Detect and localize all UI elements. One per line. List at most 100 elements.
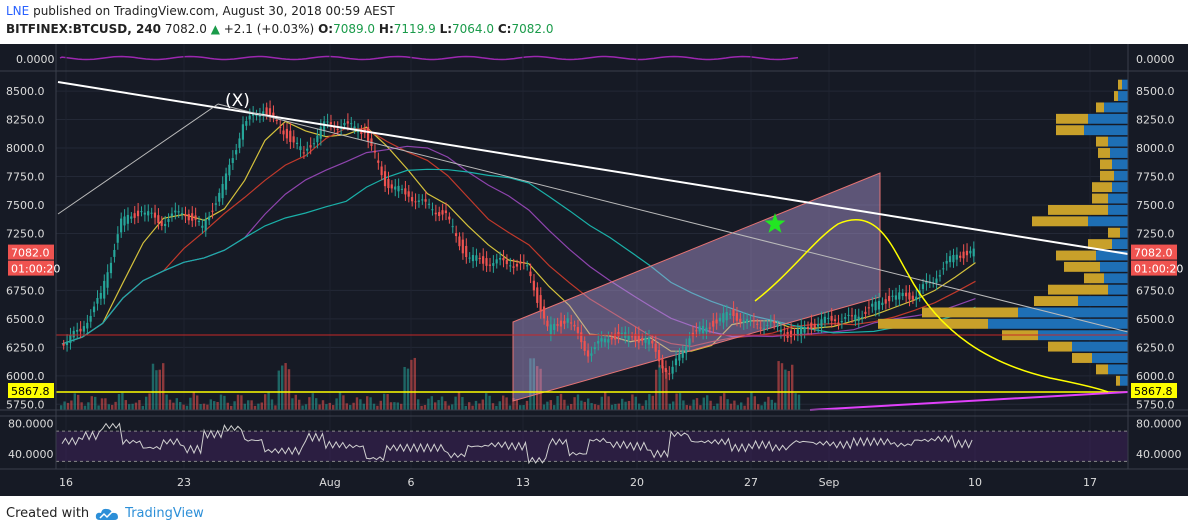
- ma-mid-line: [61, 127, 976, 348]
- volume-bar: [600, 396, 603, 410]
- volume-bar: [587, 398, 590, 410]
- volume-bar: [107, 404, 110, 410]
- candle-body: [454, 233, 458, 237]
- candle-body: [471, 255, 475, 262]
- y-tick-label-left: 7500.0: [6, 199, 45, 212]
- volume-bar: [192, 392, 195, 410]
- moving-averages: [61, 120, 976, 352]
- candle-body: [96, 298, 99, 304]
- candle-body: [140, 211, 143, 213]
- last-price-tag: 7082.0: [11, 247, 50, 260]
- volume-bar: [672, 401, 675, 410]
- volume-bar: [189, 397, 192, 410]
- candle-body: [279, 126, 282, 128]
- volume-bar: [199, 404, 202, 410]
- volume-bar: [583, 401, 586, 410]
- volume-bar: [270, 399, 274, 410]
- volume-bar: [529, 358, 532, 410]
- candle-body: [184, 214, 187, 217]
- candle-body: [177, 211, 180, 213]
- chart-canvas[interactable]: 0.0000 0.0000 80.0000 80.0000 40.0000 40.000…: [0, 44, 1188, 496]
- volume-bar: [736, 405, 739, 410]
- candle-body: [306, 148, 309, 151]
- candle-body: [207, 216, 211, 221]
- volume-bar: [627, 400, 631, 410]
- profile-sell-bar: [1064, 261, 1100, 272]
- y-tick-label-left: 8000.0: [6, 142, 45, 155]
- candle-body: [465, 245, 468, 258]
- candle-body: [505, 260, 508, 265]
- candle-body: [458, 236, 461, 247]
- y-tick-label-right: 6750.0: [1136, 284, 1175, 297]
- candle-body: [502, 257, 505, 261]
- candle-body: [810, 322, 813, 329]
- candle-body: [685, 346, 688, 354]
- profile-buy-bar: [1100, 261, 1128, 272]
- price-change: +2.1 (+0.03%): [223, 22, 315, 36]
- tradingview-link[interactable]: TradingView: [95, 506, 204, 521]
- profile-sell-bar: [1116, 375, 1120, 386]
- candle-body: [708, 327, 711, 329]
- candle-body: [908, 292, 911, 300]
- volume-bar: [797, 394, 801, 410]
- profile-sell-bar: [1096, 364, 1108, 375]
- candle-body: [434, 212, 437, 215]
- candle-body: [559, 320, 563, 327]
- candles[interactable]: [62, 100, 975, 381]
- volume-bar: [226, 402, 229, 410]
- volume-bar: [498, 401, 501, 410]
- volume-bar: [604, 392, 607, 410]
- profile-buy-bar: [1092, 353, 1128, 363]
- candle-body: [394, 186, 397, 190]
- candle-body: [492, 263, 495, 266]
- volume-bar: [753, 396, 756, 410]
- volume-bar: [236, 394, 240, 410]
- candle-body: [468, 257, 471, 259]
- profile-buy-bar: [1122, 79, 1128, 90]
- candle-body: [532, 280, 535, 291]
- publish-line: LNE published on TradingView.com, August…: [6, 4, 395, 18]
- candle-body: [600, 338, 603, 342]
- candle-body: [756, 323, 759, 325]
- candle-body: [180, 213, 184, 215]
- volume-bar: [206, 404, 209, 410]
- volume-bar: [179, 402, 182, 410]
- x-tick-label: 10: [968, 476, 982, 489]
- rising-trendline: [57, 103, 219, 215]
- candle-body: [597, 340, 600, 344]
- volume-bar: [230, 405, 233, 410]
- candle-body: [221, 183, 224, 199]
- profile-buy-bar: [1108, 136, 1128, 147]
- y-tick-label-left: 7250.0: [6, 227, 45, 240]
- candle-body: [691, 332, 694, 337]
- candle-body: [627, 335, 630, 340]
- candle-body: [871, 303, 874, 307]
- volume-bar: [121, 392, 124, 410]
- volume-bar: [488, 395, 491, 410]
- candle-body: [123, 216, 126, 226]
- volume-bar: [196, 395, 199, 410]
- profile-buy-bar: [1108, 193, 1128, 204]
- candle-body: [312, 143, 316, 145]
- candle-body: [136, 210, 140, 217]
- candle-body: [576, 327, 579, 333]
- volume-bar: [440, 396, 444, 410]
- drawing-lines[interactable]: [56, 81, 1129, 411]
- last-price: 7082.0: [164, 22, 207, 36]
- y-tick-label-left: 8500.0: [6, 85, 45, 98]
- author-name[interactable]: LNE: [6, 4, 30, 18]
- candle-body: [164, 223, 167, 227]
- volume-bar: [291, 398, 294, 410]
- high-value: 7119.9: [393, 22, 436, 36]
- candle-body: [329, 122, 332, 125]
- candle-body: [92, 306, 96, 313]
- volume-bar: [97, 405, 100, 410]
- candle-body: [610, 337, 613, 340]
- candle-body: [133, 213, 136, 218]
- candle-body: [360, 131, 363, 134]
- countdown-tag: 01:00:20: [11, 263, 60, 276]
- volume-bar: [145, 396, 148, 410]
- candle-body: [157, 215, 160, 224]
- candle-body: [99, 292, 102, 299]
- candle-body: [888, 295, 891, 302]
